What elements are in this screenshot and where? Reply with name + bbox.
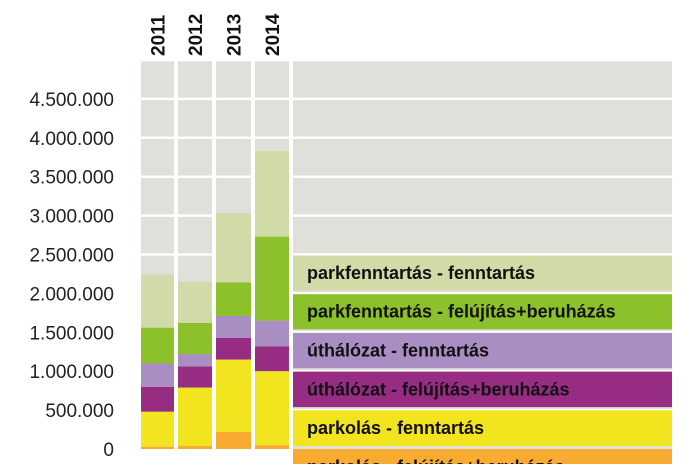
legend-swatch-6 bbox=[293, 255, 672, 291]
y-axis-ticks: 0 500.000 1.000.000 1.500.000 2.000.000 2.500… bbox=[29, 90, 114, 461]
legend-label-2: parkolás - fenntartás bbox=[307, 418, 484, 438]
x-axis-labels: 2011 2012 2013 2014 bbox=[149, 13, 285, 56]
x-label-2011: 2011 bbox=[149, 14, 170, 56]
bar-segment-2014-2 bbox=[255, 371, 289, 446]
bar-segment-2012-1 bbox=[178, 445, 212, 449]
bar-segment-2014-1 bbox=[255, 445, 289, 449]
bar-segment-2012-2 bbox=[178, 387, 212, 446]
bar-segment-2012-6 bbox=[178, 281, 212, 323]
bar-segment-2012-3 bbox=[178, 366, 212, 388]
bar-segment-2014-6 bbox=[255, 151, 289, 237]
bar-segment-2013-1 bbox=[216, 431, 251, 449]
bar-segment-2011-5 bbox=[141, 327, 174, 364]
bar-segment-2014-5 bbox=[255, 236, 289, 321]
y-tick-label: 4.500.000 bbox=[29, 90, 114, 111]
legend: parkfenntartás - fenntartás parkfenntartá… bbox=[293, 255, 672, 464]
legend-swatch-4 bbox=[293, 332, 672, 369]
bar-segment-2012-5 bbox=[178, 322, 212, 355]
legend-swatch-2 bbox=[293, 410, 672, 446]
legend-swatch-5 bbox=[293, 294, 672, 330]
y-tick-label: 1.500.000 bbox=[29, 323, 114, 344]
bar-segment-2013-2 bbox=[216, 359, 251, 432]
legend-label-3: úthálózat - felújítás+beruházás bbox=[307, 379, 570, 399]
legend-label-1: parkolás - felújítás+beruházás bbox=[307, 457, 565, 464]
y-tick-label: 3.500.000 bbox=[29, 168, 114, 189]
column-separators bbox=[174, 55, 293, 449]
x-label-2014: 2014 bbox=[263, 13, 284, 56]
bar-segment-2013-6 bbox=[216, 213, 251, 283]
bar-segment-2011-6 bbox=[141, 274, 174, 328]
bar-segment-2013-5 bbox=[216, 282, 251, 316]
y-tick-label: 500.000 bbox=[45, 401, 114, 422]
y-tick-label: 2.000.000 bbox=[29, 284, 114, 305]
bar-segment-2014-3 bbox=[255, 346, 289, 372]
legend-label-5: parkfenntartás - felújítás+beruházás bbox=[307, 302, 616, 322]
bar-segment-2011-2 bbox=[141, 411, 174, 447]
bar-segment-2011-3 bbox=[141, 386, 174, 412]
y-tick-label: 2.500.000 bbox=[29, 246, 114, 267]
bar-segment-2011-1 bbox=[141, 446, 174, 449]
bars bbox=[141, 151, 289, 449]
y-tick-label: 1.000.000 bbox=[29, 362, 114, 383]
y-tick-label: 0 bbox=[103, 440, 114, 461]
bar-segment-2013-3 bbox=[216, 337, 251, 360]
y-tick-label: 3.000.000 bbox=[29, 207, 114, 228]
bar-segment-2013-4 bbox=[216, 315, 251, 338]
bar-segment-2011-4 bbox=[141, 363, 174, 387]
legend-swatch-3 bbox=[293, 371, 672, 408]
legend-swatch-1 bbox=[293, 449, 672, 464]
bar-segment-2012-4 bbox=[178, 354, 212, 367]
legend-label-4: úthálózat - fenntartás bbox=[307, 341, 489, 361]
x-label-2012: 2012 bbox=[186, 14, 207, 56]
legend-label-6: parkfenntartás - fenntartás bbox=[307, 263, 535, 283]
bar-segment-2014-4 bbox=[255, 320, 289, 347]
y-tick-label: 4.000.000 bbox=[29, 129, 114, 150]
x-label-2013: 2013 bbox=[225, 14, 246, 56]
